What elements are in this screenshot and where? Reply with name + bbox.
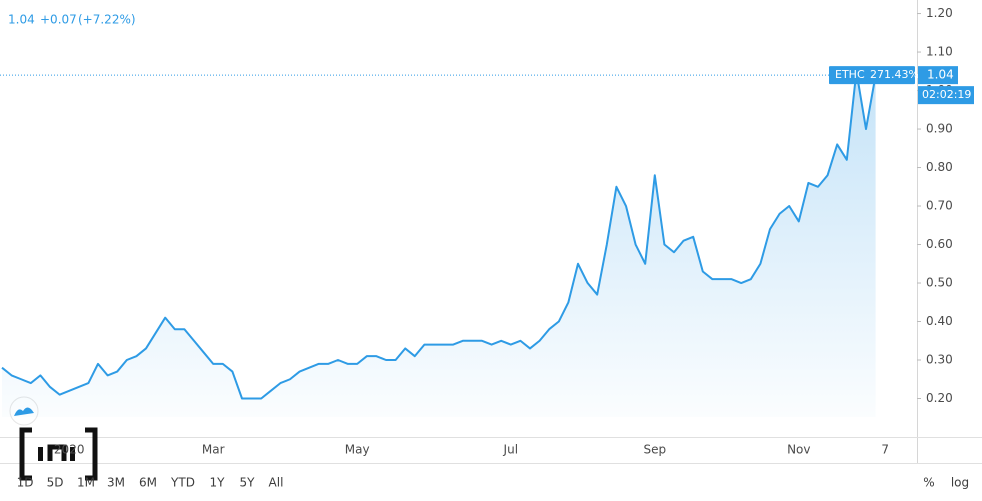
x-tick-label: 2020 — [54, 443, 85, 457]
y-tick-label: 0.80 — [926, 160, 953, 174]
y-tick-label: 0.90 — [926, 122, 953, 136]
area-fill — [2, 71, 876, 417]
range-button[interactable]: 5Y — [240, 476, 256, 490]
last-price-label: 1.04 — [927, 68, 954, 82]
y-tick-label: 1.10 — [926, 45, 953, 59]
x-tick-label: Nov — [787, 443, 810, 457]
x-tick-label: May — [345, 443, 370, 457]
x-tick-label: Mar — [202, 443, 225, 457]
range-button[interactable]: YTD — [170, 476, 195, 490]
x-tick-label: Jul — [503, 443, 518, 457]
range-button[interactable]: 3M — [107, 476, 125, 490]
price-line — [1, 70, 877, 400]
header-price: 1.04 — [8, 13, 35, 27]
y-tick-label: 0.50 — [926, 276, 953, 290]
header-change: +0.07 — [40, 13, 77, 27]
y-tick-label: 0.60 — [926, 237, 953, 251]
y-tick-label: 0.30 — [926, 353, 953, 367]
logo-watermark — [19, 427, 98, 481]
series-name-label: ETHC — [835, 68, 865, 81]
x-tick-label: Sep — [643, 443, 666, 457]
y-tick-label: 0.70 — [926, 199, 953, 213]
y-tick-label: 0.40 — [926, 314, 953, 328]
range-button[interactable]: All — [269, 476, 284, 490]
last-price-box — [918, 66, 958, 85]
series-label-box — [829, 66, 915, 85]
header: 1.04 +0.07 (+7.22%) — [8, 13, 136, 27]
range-button[interactable]: 5D — [47, 476, 64, 490]
scale-button[interactable]: log — [951, 476, 969, 490]
range-button[interactable]: 1M — [77, 476, 95, 490]
series-change-label: 271.43% — [870, 68, 919, 81]
countdown-label: 02:02:19 — [922, 88, 971, 101]
header-percent: (+7.22%) — [78, 13, 136, 27]
range-button[interactable]: 1D — [17, 476, 34, 490]
range-button[interactable]: 6M — [139, 476, 157, 490]
y-tick-label: 1.20 — [926, 6, 953, 20]
scale-button[interactable]: % — [923, 476, 934, 490]
countdown-box — [918, 86, 974, 105]
range-button[interactable]: 1Y — [210, 476, 226, 490]
y-tick-label: 0.20 — [926, 391, 953, 405]
x-tick-label: 7 — [881, 443, 889, 457]
